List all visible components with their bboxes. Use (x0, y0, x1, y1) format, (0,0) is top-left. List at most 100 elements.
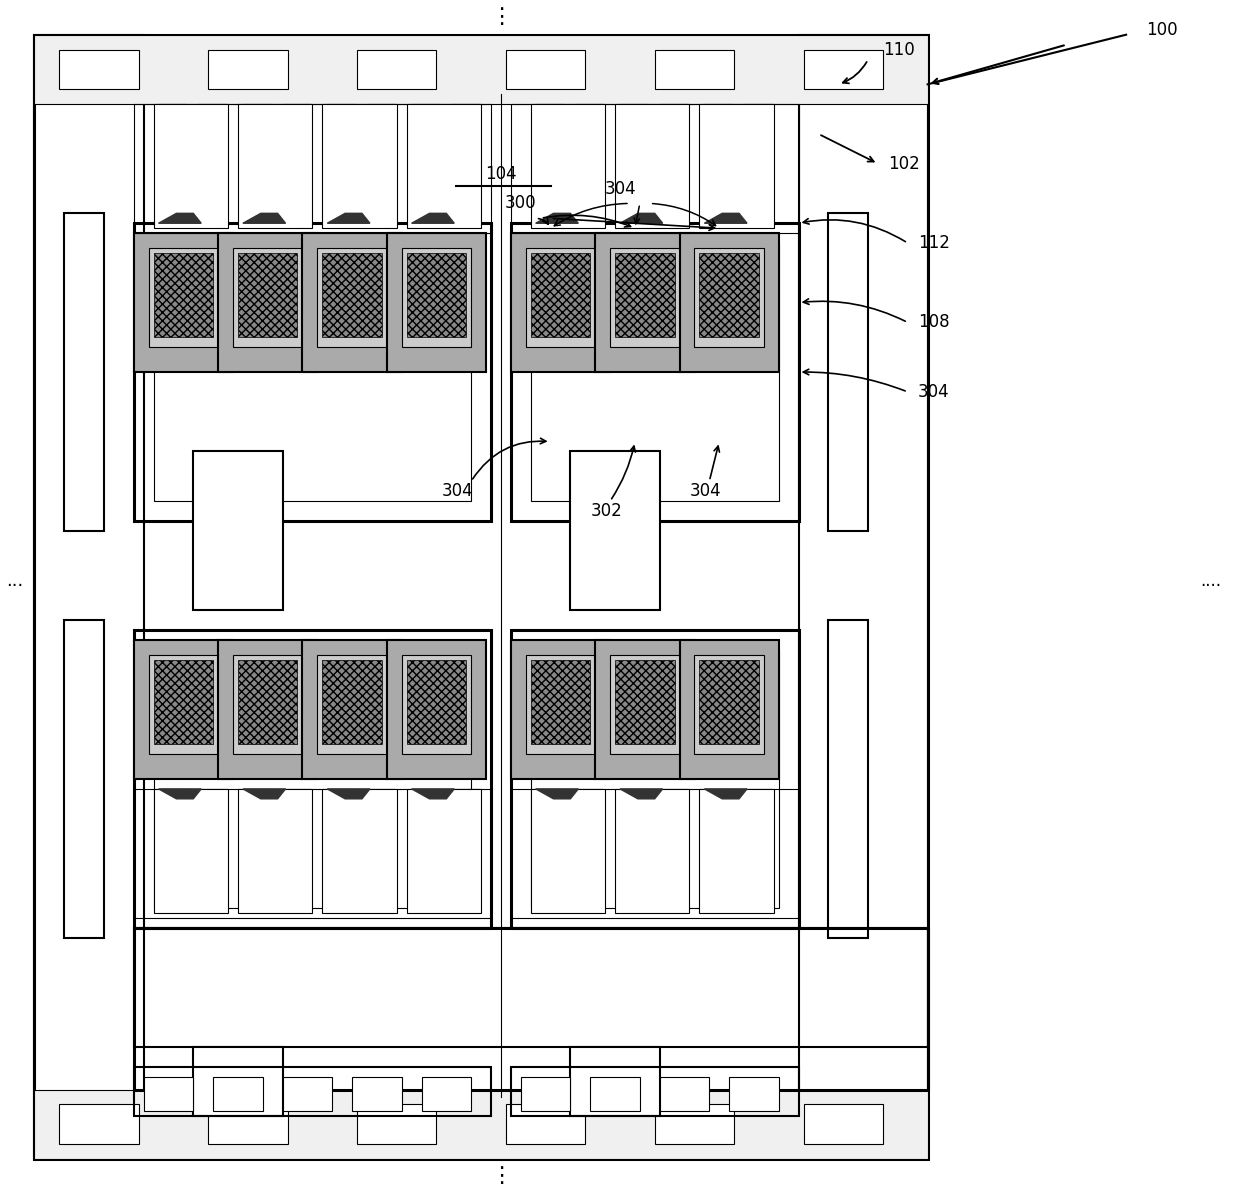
Text: 304: 304 (689, 482, 722, 500)
Polygon shape (412, 214, 454, 223)
Bar (213, 1077, 263, 1112)
Bar (660, 104, 687, 223)
Bar (680, 233, 779, 372)
Bar (159, 789, 186, 908)
Text: 304: 304 (918, 383, 950, 401)
Bar (208, 50, 288, 89)
Bar (303, 641, 402, 779)
Bar (595, 233, 694, 372)
Bar (60, 1105, 139, 1144)
Bar (322, 660, 382, 744)
Bar (511, 641, 610, 779)
Bar (134, 223, 491, 521)
Bar (134, 104, 491, 233)
Bar (526, 248, 595, 347)
Bar (804, 50, 883, 89)
Bar (570, 1047, 660, 1117)
Bar (303, 233, 402, 372)
Bar (680, 641, 779, 779)
Bar (511, 233, 610, 372)
Text: 104: 104 (485, 165, 517, 183)
Text: ⋮: ⋮ (490, 7, 512, 26)
Bar (238, 104, 312, 228)
Bar (283, 1077, 332, 1112)
Bar (511, 104, 799, 233)
Bar (238, 789, 312, 913)
Bar (198, 789, 226, 908)
Bar (154, 253, 213, 338)
Bar (322, 104, 397, 228)
Polygon shape (243, 214, 285, 223)
Bar (804, 1105, 883, 1144)
Bar (243, 104, 270, 223)
Bar (699, 660, 759, 744)
Bar (595, 641, 694, 779)
Bar (134, 630, 491, 928)
Bar (536, 104, 563, 223)
Bar (367, 789, 394, 908)
Bar (828, 214, 868, 531)
Bar (193, 451, 283, 611)
Polygon shape (327, 789, 370, 799)
Bar (218, 233, 317, 372)
Bar (407, 789, 481, 913)
Polygon shape (159, 214, 201, 223)
Bar (451, 104, 479, 223)
Bar (699, 789, 774, 913)
Bar (134, 641, 233, 779)
Polygon shape (704, 789, 746, 799)
Text: ....: .... (1200, 571, 1221, 589)
Bar (506, 50, 585, 89)
Bar (134, 789, 491, 917)
Bar (208, 1105, 288, 1144)
Text: 304: 304 (441, 482, 472, 500)
Polygon shape (704, 214, 746, 223)
Bar (620, 104, 647, 223)
Bar (511, 630, 799, 928)
Bar (35, 35, 928, 1160)
Bar (402, 248, 471, 347)
Polygon shape (620, 789, 662, 799)
Bar (134, 928, 928, 1089)
Bar (402, 655, 471, 754)
Bar (352, 1077, 402, 1112)
Text: ...: ... (6, 571, 24, 589)
Bar (531, 104, 605, 228)
Bar (193, 1047, 283, 1117)
Bar (154, 243, 471, 501)
Bar (575, 789, 603, 908)
Bar (154, 789, 228, 913)
Bar (531, 660, 590, 744)
Bar (610, 248, 680, 347)
Bar (451, 789, 479, 908)
Bar (60, 50, 139, 89)
Bar (704, 104, 732, 223)
Bar (531, 789, 605, 913)
Bar (64, 214, 104, 531)
Bar (317, 655, 387, 754)
Bar (154, 660, 213, 744)
Bar (531, 243, 779, 501)
Bar (799, 35, 928, 1160)
Bar (526, 655, 595, 754)
Bar (655, 1105, 734, 1144)
Bar (387, 641, 486, 779)
Bar (134, 928, 928, 1047)
Bar (238, 253, 298, 338)
Bar (531, 650, 779, 908)
Bar (357, 50, 436, 89)
Text: 110: 110 (883, 41, 915, 58)
Text: 100: 100 (1146, 20, 1178, 38)
Bar (407, 660, 466, 744)
Bar (615, 789, 689, 913)
Text: 304: 304 (604, 179, 636, 198)
Bar (694, 655, 764, 754)
Text: 302: 302 (590, 502, 622, 520)
Bar (590, 1077, 640, 1112)
Bar (620, 789, 647, 908)
Bar (367, 104, 394, 223)
Bar (283, 104, 310, 223)
Polygon shape (243, 789, 285, 799)
Bar (704, 789, 732, 908)
Bar (699, 253, 759, 338)
